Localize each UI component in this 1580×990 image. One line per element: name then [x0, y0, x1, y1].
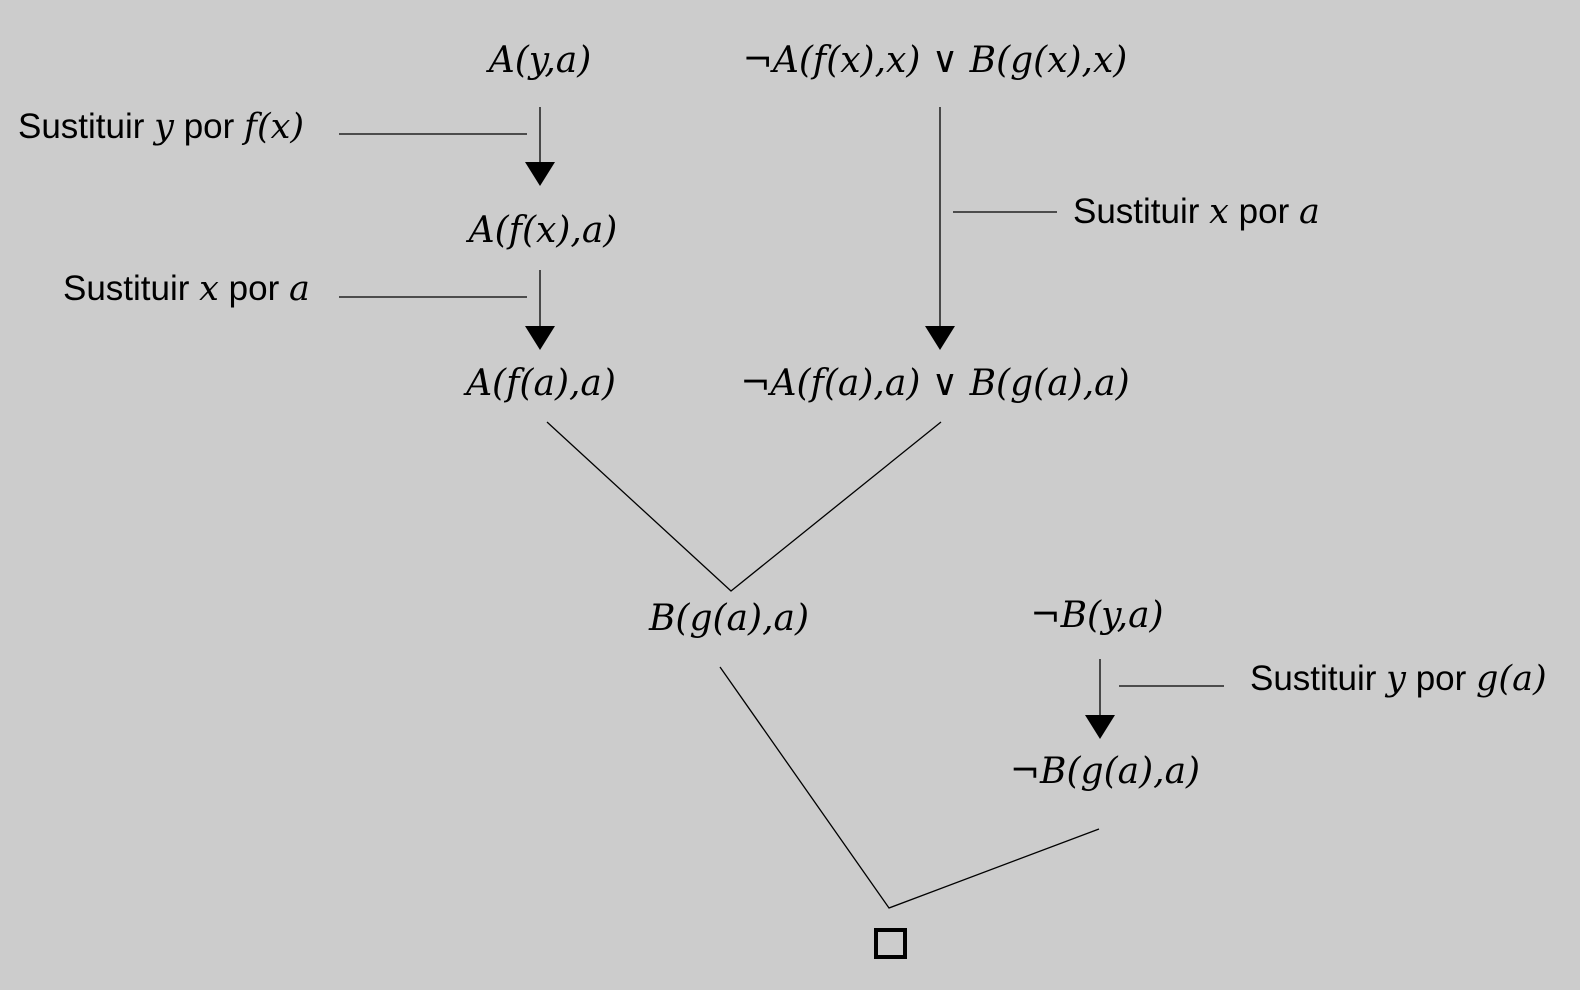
- arrow-down-1: [525, 107, 555, 186]
- label-substitute-x-a-left: Sustituir x por a: [63, 269, 310, 309]
- formula-A-y-a: A(y,a): [486, 40, 592, 81]
- formula-notA-or-B-x: ¬A(f(x),x) ∨ B(g(x),x): [743, 40, 1128, 81]
- formula-notB-y-a: ¬B(y,a): [1030, 595, 1163, 636]
- label-substitute-y-ga: Sustituir y por g(a): [1250, 659, 1547, 699]
- resolution-lines-step1: [546, 421, 942, 592]
- arrow-down-4: [1085, 659, 1115, 739]
- label-substitute-x-a-right: Sustituir x por a: [1073, 192, 1320, 232]
- label-substitute-y-fx: Sustituir y por f(x): [18, 107, 304, 147]
- formula-notA-or-B-a: ¬A(f(a),a) ∨ B(g(a),a): [740, 363, 1129, 404]
- formula-notB-ga-a: ¬B(g(a),a): [1010, 751, 1200, 792]
- arrow-down-3: [925, 107, 955, 350]
- formula-A-fa-a: A(f(a),a): [463, 363, 616, 404]
- formula-A-fx-a: A(f(x),a): [466, 210, 618, 251]
- arrow-down-2: [525, 270, 555, 350]
- empty-clause-icon: [874, 928, 907, 959]
- formula-B-ga-a: B(g(a),a): [648, 598, 809, 639]
- resolution-lines-step2: [719, 666, 1100, 909]
